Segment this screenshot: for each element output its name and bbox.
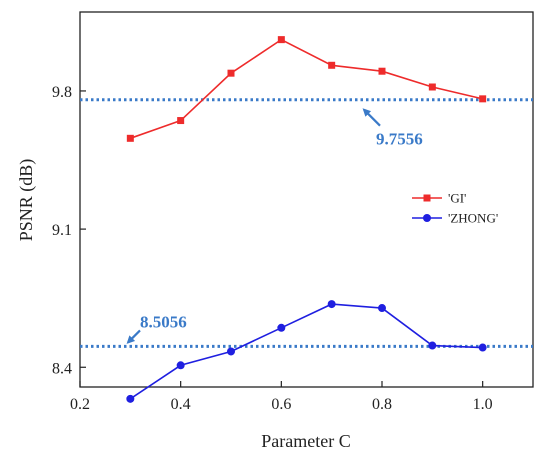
- y-tick-label: 8.4: [52, 360, 72, 377]
- data-point: [277, 36, 285, 44]
- x-tick-label: 0.6: [271, 396, 291, 413]
- legend-label: 'GI': [448, 191, 466, 206]
- data-point: [479, 95, 487, 103]
- x-tick-label: 1.0: [473, 396, 493, 413]
- annotation-label: 8.5056: [140, 312, 187, 331]
- reference-lines: [80, 98, 533, 348]
- data-point: [227, 69, 235, 77]
- legend-marker: [423, 194, 431, 202]
- data-point: [126, 134, 134, 142]
- data-point: [327, 300, 336, 309]
- data-point: [378, 67, 386, 75]
- data-point: [177, 117, 185, 125]
- x-tick-label: 0.4: [171, 396, 191, 413]
- data-point: [478, 343, 487, 352]
- y-axis-title: PSNR (dB): [16, 159, 37, 242]
- series-layer: [126, 36, 487, 403]
- annotations: 9.7556 8.5056: [126, 108, 423, 344]
- plot-frame: [79, 11, 534, 388]
- y-tick-label: 9.1: [52, 222, 72, 239]
- series-line-1: [129, 303, 483, 400]
- annotation-label: 9.7556: [376, 130, 423, 149]
- x-tick-label: 0.2: [70, 396, 90, 413]
- axis-ticks: 0.2 0.4 0.6 0.8 1.0 8.4 9.1 9.8: [52, 84, 493, 413]
- annotation-arrow: [362, 108, 381, 127]
- data-point: [277, 323, 286, 332]
- x-tick-label: 0.8: [372, 396, 392, 413]
- annotation-arrow: [126, 329, 141, 344]
- x-axis-title: Parameter C: [261, 431, 350, 451]
- data-point: [176, 361, 185, 370]
- series-line-0: [130, 38, 483, 140]
- data-point: [227, 347, 235, 356]
- data-point: [428, 341, 437, 350]
- legend: 'GI' 'ZHONG': [412, 191, 498, 226]
- data-point: [126, 394, 135, 403]
- legend-label: 'ZHONG': [448, 211, 498, 226]
- data-point: [328, 61, 336, 69]
- data-point: [428, 83, 436, 91]
- data-point: [378, 304, 386, 313]
- legend-marker: [423, 214, 431, 222]
- y-tick-label: 9.8: [52, 84, 72, 101]
